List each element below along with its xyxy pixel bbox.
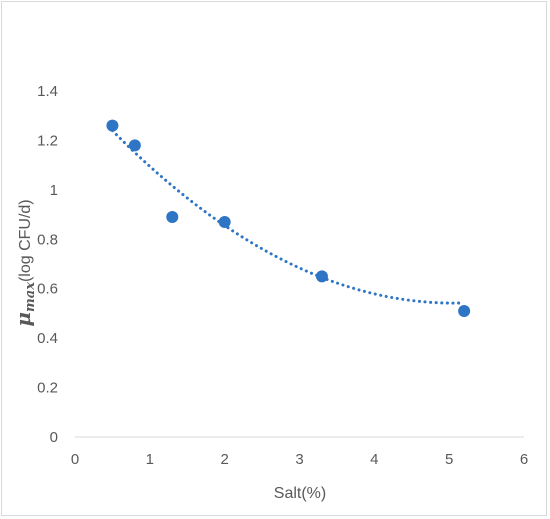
data-points — [106, 119, 471, 317]
x-tick-label: 6 — [520, 451, 528, 468]
data-point — [458, 304, 471, 317]
trendline — [110, 129, 466, 305]
x-tick-label: 4 — [370, 451, 378, 468]
y-axis-unit: (log CFU/d) — [17, 199, 34, 282]
y-tick-label: 0.8 — [37, 231, 58, 248]
y-tick-label: 0 — [50, 429, 58, 446]
y-tick-label: 1 — [50, 182, 58, 199]
x-tick-label: 0 — [71, 451, 79, 468]
x-tick-label: 3 — [295, 451, 303, 468]
x-tick-label: 2 — [220, 451, 228, 468]
data-point — [218, 215, 231, 228]
x-axis-title: Salt(%) — [274, 485, 326, 502]
data-point — [166, 211, 179, 224]
y-axis-subscript: max — [23, 282, 38, 312]
data-point — [315, 270, 328, 283]
y-tick-label: 0.6 — [37, 281, 58, 298]
y-axis-symbol: μ — [11, 312, 35, 327]
y-tick-label: 0.4 — [37, 330, 58, 347]
y-tick-label: 0.2 — [37, 380, 58, 397]
y-axis-title: μmax(log CFU/d) — [11, 199, 38, 326]
x-tick-label: 1 — [146, 451, 154, 468]
y-tick-label: 1.2 — [37, 132, 58, 149]
trendline-group — [110, 129, 466, 305]
y-tick-label: 1.4 — [37, 83, 58, 100]
data-point — [106, 119, 119, 132]
data-point — [128, 139, 141, 152]
tick-labels: 0 1 2 3 4 5 6 0 0.2 0.4 0.6 0.8 1 1.2 1.4 — [37, 83, 528, 468]
x-tick-label: 5 — [445, 451, 453, 468]
